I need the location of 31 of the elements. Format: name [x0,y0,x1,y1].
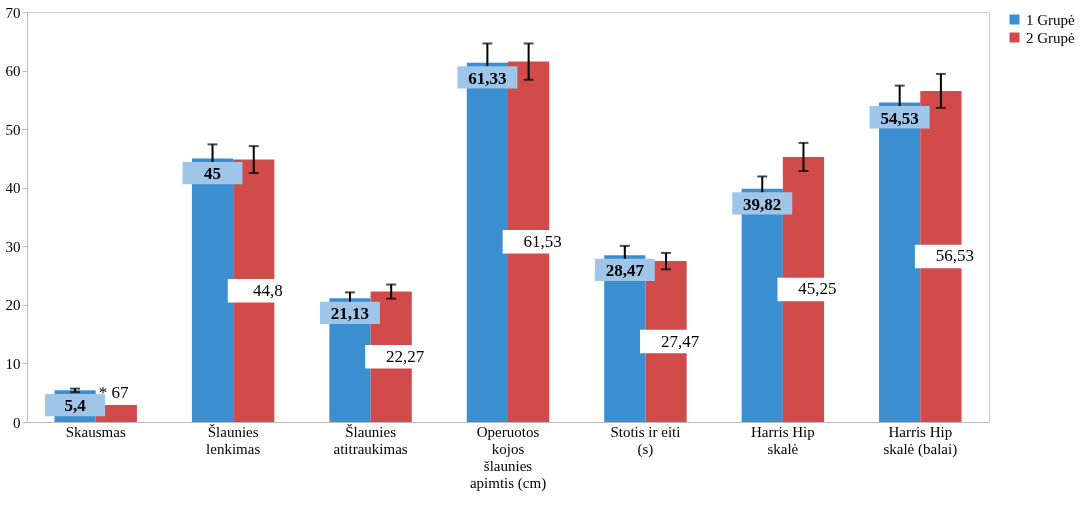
annotation: * 67 [98,383,130,403]
legend-label: 2 Grupė [1026,29,1076,46]
legend-label: 1 Grupė [1026,11,1076,28]
data-label: 61,53 [523,231,562,251]
y-tick-label: 30 [5,238,21,255]
x-tick-label: Operuotos kojos šlaunies apimtis (cm) [469,423,547,492]
data-label: 28,47 [605,261,645,281]
data-label: 22,27 [386,346,425,366]
data-label: 21,13 [330,304,370,324]
y-tick-label: 10 [5,355,21,372]
data-label: 54,53 [880,108,919,128]
data-label: 44,8 [252,280,283,300]
data-label: 61,33 [468,68,507,88]
y-tick-label: 0 [13,414,21,431]
y-tick-label: 40 [5,180,21,197]
x-tick-label: Harris Hip skalė [750,423,815,457]
data-label: 45 [204,164,222,184]
data-label: 56,53 [935,246,975,266]
x-tick-label: Stotis ir eiti (s) [610,423,681,458]
y-tick-label: 70 [5,4,21,21]
data-label: 39,82 [743,194,782,214]
data-label: 45,25 [798,279,837,299]
x-tick-label: Skausmas [65,423,126,440]
y-tick-label: 20 [5,297,21,314]
data-label: 27,47 [660,331,700,351]
y-tick-label: 50 [5,121,21,138]
data-label: 5,4 [64,396,87,416]
x-tick-label: Harris Hip skalė (balai) [883,423,958,458]
y-tick-label: 60 [5,63,21,80]
x-tick-label: Šlaunies atitraukimas [333,423,408,457]
x-tick-label: Šlaunies lenkimas [206,423,261,457]
